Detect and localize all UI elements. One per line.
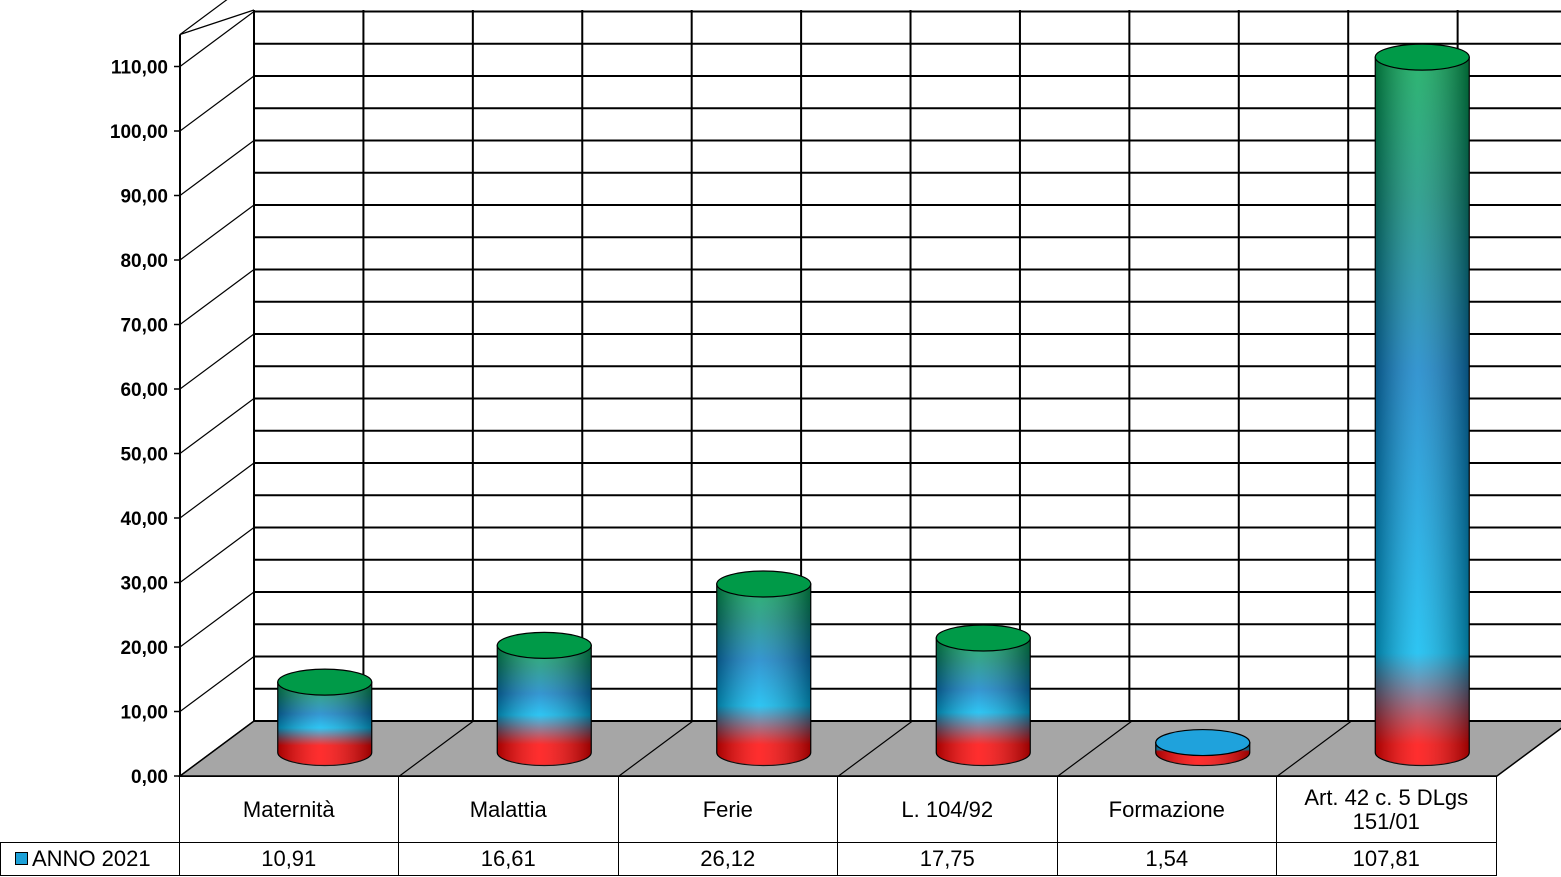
bar-shading [936, 638, 1031, 766]
side-gridline [179, 75, 255, 132]
floor-divider [838, 720, 913, 777]
y-tick-label: 90,00 [120, 187, 168, 208]
side-gridline [179, 591, 255, 648]
bar-shading [497, 645, 592, 766]
bar-shading [277, 682, 372, 766]
bar-top [277, 668, 373, 696]
bar-shading [716, 584, 811, 766]
value-label: 26,12 [617, 842, 838, 876]
floor-divider [399, 720, 474, 777]
side-gridline [179, 0, 228, 35]
value-row: ANNO 2021 10,91 16,61 26,12 17,75 1,54 107,81 [0, 842, 1497, 876]
side-gridline [179, 204, 255, 261]
y-tick-label: 50,00 [120, 445, 168, 466]
y-tick-label: 30,00 [120, 574, 168, 595]
side-gridline [179, 527, 255, 583]
legend-entry: ANNO 2021 [0, 842, 180, 876]
y-tick-label: 40,00 [120, 509, 168, 530]
bar-top [935, 624, 1031, 652]
legend-key-icon [15, 852, 28, 865]
bar [277, 668, 373, 767]
category-label: Maternità [178, 776, 399, 843]
side-gridline [179, 11, 255, 67]
category-label: Formazione [1056, 776, 1277, 843]
bar [1155, 728, 1251, 767]
y-tick-label: 60,00 [120, 380, 168, 401]
value-label: 10,91 [178, 842, 399, 876]
category-label: Ferie [617, 776, 838, 843]
bar-top [1374, 43, 1470, 71]
bar [496, 631, 592, 767]
bar [935, 624, 1031, 767]
category-label: Art. 42 c. 5 DLgs 151/01 [1276, 776, 1497, 843]
floor-divider [618, 720, 694, 777]
category-label: Malattia [398, 776, 619, 843]
y-tick-label: 70,00 [120, 316, 168, 337]
side-gridline [179, 462, 255, 519]
value-label: 1,54 [1056, 842, 1277, 876]
table-corner [0, 776, 180, 843]
category-row: Maternità Malattia Ferie L. 104/92 Formazion… [0, 776, 1497, 843]
data-table: Maternità Malattia Ferie L. 104/92 Formazion… [0, 776, 1497, 876]
side-gridline [179, 398, 255, 454]
y-tick-label: 20,00 [120, 638, 168, 659]
bar-top [496, 631, 592, 659]
bar [1374, 43, 1470, 767]
bar [716, 570, 812, 767]
side-gridline [179, 269, 255, 325]
y-tick-label: 100,00 [110, 122, 168, 143]
side-top-edge [179, 9, 255, 36]
chart-floor [177, 720, 1561, 777]
value-label: 107,81 [1276, 842, 1497, 876]
bar-top [1155, 728, 1251, 757]
value-label: 17,75 [837, 842, 1058, 876]
legend-label: ANNO 2021 [32, 846, 151, 871]
side-gridline [179, 656, 255, 712]
bar-top [716, 570, 812, 598]
y-tick-label: 10,00 [120, 703, 168, 724]
bar-shading [1375, 57, 1470, 766]
side-gridline [179, 333, 255, 390]
category-label: L. 104/92 [837, 776, 1058, 843]
value-label: 16,61 [398, 842, 619, 876]
floor-divider [1057, 720, 1133, 777]
side-gridline [179, 720, 255, 777]
y-tick-label: 80,00 [120, 251, 168, 272]
floor-divider [1277, 720, 1352, 777]
side-gridline [179, 140, 255, 196]
y-tick-label: 110,00 [111, 58, 168, 79]
